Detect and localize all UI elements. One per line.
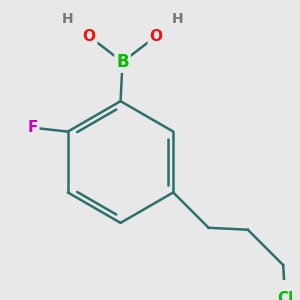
Text: F: F (27, 120, 38, 135)
Text: B: B (116, 53, 129, 71)
Text: H: H (62, 12, 74, 26)
Text: Cl: Cl (277, 291, 293, 300)
Text: H: H (172, 12, 183, 26)
Text: O: O (149, 29, 162, 44)
Text: O: O (82, 29, 96, 44)
